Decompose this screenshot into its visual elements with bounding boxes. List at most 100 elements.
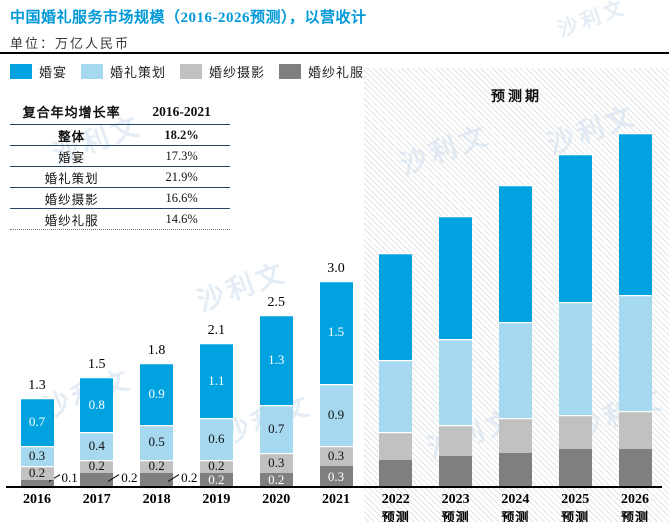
segment-value-label: 0.6 [208, 430, 225, 446]
bar-2024-segment-0 [498, 184, 532, 323]
bar-2020-segment-1 [259, 404, 293, 453]
bar-2020-segment-3 [259, 473, 293, 487]
legend-label: 婚纱摄影 [209, 65, 266, 80]
row-value: 16.6% [165, 190, 198, 205]
segment-value-label: 0.2 [208, 472, 225, 488]
cagr-header-metric: 复合年均增长率 [22, 105, 121, 120]
segment-value-label: 0.2 [268, 472, 285, 488]
row-value: 21.9% [165, 169, 198, 184]
segment-value-label: 1.5 [327, 324, 345, 340]
row-label: 婚纱礼服 [44, 213, 99, 228]
bar-total-label: 3.0 [327, 260, 345, 276]
x-axis-label-2023: 2023 [441, 492, 470, 507]
x-axis-forecast-suffix: 预测 [620, 510, 649, 522]
bar-2021-segment-1 [319, 383, 353, 446]
bar-2021-segment-2 [319, 445, 353, 467]
bar-2016-segment-1 [20, 445, 54, 467]
row-value: 14.6% [165, 211, 198, 226]
bar-2018-segment-3 [140, 473, 174, 487]
bar-2022-segment-0 [379, 253, 413, 360]
x-axis-forecast-suffix: 预测 [561, 510, 590, 522]
x-axis-label-2016: 2016 [23, 492, 51, 507]
segment-value-label: 0.3 [327, 448, 345, 464]
bar-total-label: 1.3 [28, 377, 46, 393]
segment-value-label: 0.3 [268, 454, 285, 470]
bar-2025-segment-2 [558, 414, 592, 450]
segment-value-label: 0.3 [28, 448, 46, 464]
x-axis-label-2018: 2018 [142, 492, 171, 507]
bar-2017-segment-0 [80, 377, 114, 433]
bar-2022-segment-1 [379, 359, 413, 433]
bar-2021-segment-3 [319, 466, 353, 487]
row-label: 整体 [58, 129, 86, 144]
bar-2018-segment-1 [140, 425, 174, 460]
bar-2024-segment-3 [498, 452, 532, 487]
bar-2023-segment-1 [439, 339, 473, 426]
x-axis-label-2024: 2024 [501, 492, 530, 507]
x-axis-line [6, 486, 662, 488]
bar-2024-segment-1 [498, 322, 532, 419]
bar-2018-segment-0 [140, 363, 174, 426]
segment-value-label: 0.8 [88, 396, 105, 412]
x-axis-label-2022: 2022 [381, 492, 410, 507]
legend-item-planning: 婚礼策划 [81, 62, 166, 81]
bar-2023-segment-3 [439, 456, 473, 487]
bar-2023-segment-0 [439, 215, 473, 340]
bar-2016-segment-3 [20, 480, 54, 487]
legend-item-banquet: 婚宴 [10, 62, 67, 81]
segment-value-label: 0.9 [148, 386, 165, 402]
segment-value-label: 1.1 [208, 372, 225, 388]
bar-2016-segment-2 [20, 466, 54, 481]
bar-total-label: 2.5 [267, 295, 285, 311]
legend-item-photography: 婚纱摄影 [180, 62, 265, 81]
brand-watermark: 沙利文 [555, 0, 631, 42]
photography-swatch-icon [180, 64, 203, 79]
x-axis-forecast-suffix: 预测 [381, 510, 410, 522]
legend-item-dress: 婚纱礼服 [279, 62, 364, 81]
segment-value-label-outside: 0.2 [181, 470, 198, 485]
cagr-row-dress: 婚纱礼服 14.6% [10, 209, 230, 230]
bar-2025-segment-3 [558, 449, 592, 487]
bar-2026-segment-2 [618, 411, 652, 450]
x-axis-forecast-suffix: 预测 [501, 510, 530, 522]
cagr-row-photography: 婚纱摄影 16.6% [10, 188, 230, 209]
legend-label: 婚礼策划 [110, 65, 167, 80]
bar-2017-segment-2 [80, 459, 114, 474]
bar-total-label: 1.8 [147, 343, 166, 359]
bar-2022-segment-2 [379, 432, 413, 460]
cagr-row-planning: 婚礼策划 21.9% [10, 167, 230, 188]
bar-2026-segment-1 [618, 294, 652, 412]
planning-swatch-icon [81, 64, 104, 79]
bar-2017-segment-3 [80, 473, 114, 487]
segment-value-label: 0.2 [148, 458, 165, 474]
cagr-row-overall: 整体 18.2% [10, 125, 230, 146]
bar-2017-segment-1 [80, 432, 114, 460]
legend-label: 婚宴 [39, 65, 68, 80]
legend: 婚宴 婚礼策划 婚纱摄影 婚纱礼服 [10, 62, 364, 81]
row-value: 18.2% [164, 127, 199, 142]
segment-value-label: 0.2 [28, 465, 46, 481]
cagr-table: 复合年均增长率 2016-2021 整体 18.2% 婚宴 17.3% 婚礼策划… [10, 99, 230, 230]
x-axis-label-2019: 2019 [202, 492, 231, 507]
segment-value-label-outside: 0.1 [61, 470, 78, 485]
bar-2025-segment-0 [558, 153, 592, 302]
segment-value-label-outside: 0.2 [121, 470, 138, 485]
row-label: 婚宴 [58, 150, 86, 165]
row-label: 婚礼策划 [44, 171, 99, 186]
x-axis-label-2021: 2021 [322, 492, 350, 507]
bar-total-label: 1.5 [88, 357, 106, 373]
banquet-swatch-icon [10, 64, 32, 79]
cagr-header-period: 2016-2021 [152, 103, 211, 119]
bar-2019-segment-1 [199, 418, 233, 460]
x-axis-label-2025: 2025 [561, 492, 590, 507]
page-title: 中国婚礼服务市场规模（2016-2026预测），以营收计 [10, 10, 367, 26]
segment-value-label: 0.7 [28, 413, 46, 429]
segment-value-label: 0.3 [327, 468, 345, 484]
segment-value-label: 0.2 [88, 458, 105, 474]
dress-swatch-icon [279, 64, 302, 79]
unit-label: 单位：万亿人民币 [10, 36, 131, 51]
header-divider [0, 52, 669, 54]
bar-2025-segment-1 [558, 301, 592, 415]
bar-total-label: 2.1 [207, 322, 226, 338]
cagr-row-banquet: 婚宴 17.3% [10, 146, 230, 167]
